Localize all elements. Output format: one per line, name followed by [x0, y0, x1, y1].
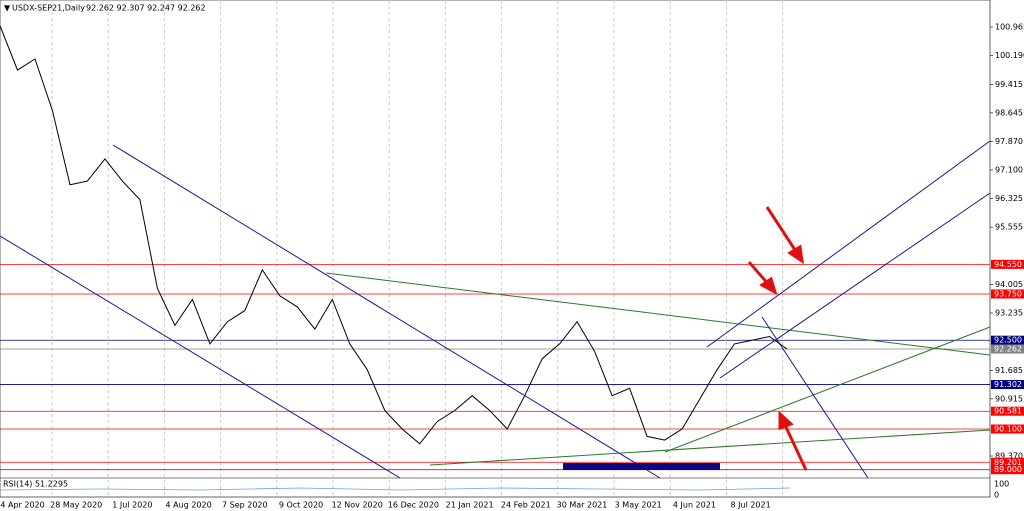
y-tick-label: 94.005	[995, 280, 1023, 289]
trend-line	[0, 235, 401, 479]
header-triangle: ▼	[4, 4, 11, 13]
level-tag	[991, 465, 1024, 475]
level-tag	[991, 406, 1024, 416]
level-label: 93.750	[994, 289, 1022, 298]
x-tick-label: 16 Dec 2020	[388, 501, 439, 510]
y-tick-label: 89.370	[995, 452, 1023, 461]
x-tick-label: 4 Jun 2021	[673, 501, 716, 510]
x-tick-label: 8 Jul 2021	[731, 501, 771, 510]
y-tick-label: 99.415	[995, 80, 1023, 89]
y-tick-label: 97.870	[995, 137, 1023, 146]
y-tick-label: 100.965	[995, 23, 1024, 32]
trend-line	[325, 272, 991, 356]
level-label: 94.550	[994, 260, 1022, 269]
x-tick-label: 4 Aug 2020	[166, 501, 212, 510]
y-tick-label: 98.645	[995, 108, 1023, 117]
level-tag	[991, 457, 1024, 467]
grid	[51, 0, 784, 497]
x-tick-label: 3 May 2021	[615, 501, 662, 510]
level-tag	[991, 335, 1024, 345]
trend-lines	[0, 140, 991, 479]
level-tag	[991, 380, 1024, 390]
x-tick-label: 21 Jan 2021	[446, 501, 494, 510]
trend-line	[664, 326, 991, 453]
arrow-head	[759, 276, 778, 296]
trend-line	[112, 144, 661, 479]
rsi-line	[0, 487, 791, 491]
trend-line	[706, 140, 991, 348]
y-tick-label: 96.325	[995, 194, 1023, 203]
data	[0, 25, 788, 445]
level-tag	[991, 344, 1024, 354]
price-line	[0, 25, 788, 445]
x-tick-label: 9 Oct 2020	[279, 501, 323, 510]
arrows	[747, 206, 808, 471]
y-tick-label: 90.915	[995, 394, 1023, 403]
x-tick-label: 7 Sep 2020	[222, 501, 268, 510]
indicator-tick: 0	[994, 491, 999, 500]
quote: 92.262 92.307 92.247 92.262	[86, 4, 206, 13]
y-tick-label: 95.555	[995, 223, 1023, 232]
level-label: 91.302	[994, 380, 1022, 389]
arrow-head	[778, 410, 794, 431]
trend-line	[761, 316, 869, 479]
level-tag	[991, 259, 1024, 269]
x-tick-label: 28 May 2020	[50, 501, 102, 510]
arrow	[783, 424, 808, 471]
zone-box	[563, 463, 720, 470]
plot-frame	[0, 0, 991, 498]
trend-line	[429, 429, 991, 466]
indicator-tick: 100	[994, 480, 1009, 489]
level-label: 89.201	[994, 458, 1022, 467]
y-tick-label: 100.190	[995, 51, 1024, 60]
y-tick-label: 93.235	[995, 309, 1023, 318]
x-tick-label: 24 Apr 2020	[0, 501, 45, 510]
x-tick-label: 1 Jul 2020	[112, 501, 152, 510]
level-label: 89.000	[994, 465, 1022, 474]
x-tick-label: 30 Mar 2021	[557, 501, 608, 510]
level-label: 90.100	[994, 425, 1022, 434]
trend-line	[719, 192, 991, 379]
x-tick-label: 12 Nov 2020	[332, 501, 383, 510]
level-label: 92.500	[994, 336, 1022, 345]
level-label: 92.262	[994, 345, 1022, 354]
level-label: 90.581	[994, 407, 1022, 416]
x-tick-label: 24 Feb 2021	[501, 501, 551, 510]
y-tick-label: 91.685	[995, 366, 1023, 375]
level-tag	[991, 289, 1024, 299]
chart-title: USDX-SEP21,Daily	[12, 4, 85, 13]
level-tag	[991, 424, 1024, 434]
arrow-head	[787, 244, 804, 265]
indicator-label: RSI(14) 51.2295	[3, 480, 68, 489]
y-tick-label: 97.100	[995, 166, 1023, 175]
arrow	[765, 206, 799, 254]
